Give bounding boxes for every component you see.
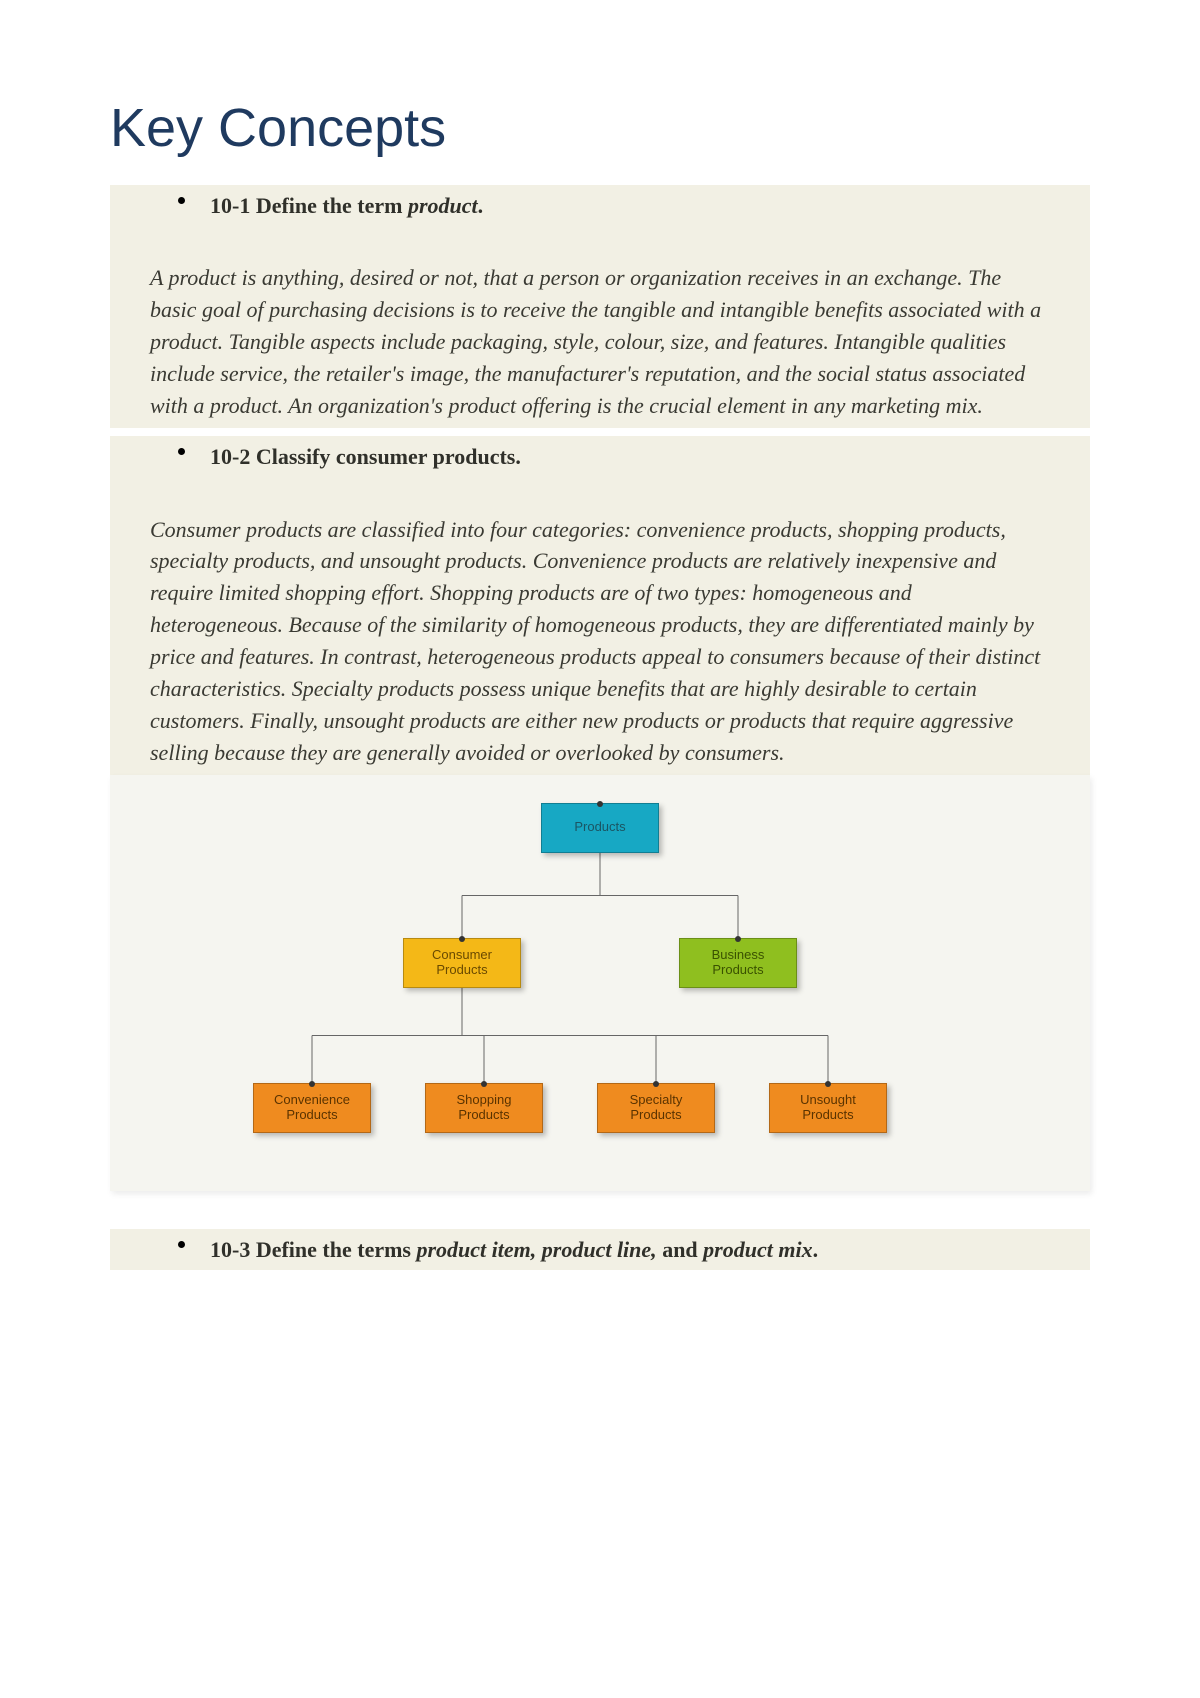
bullet-10-1-em: product [408,193,478,218]
bullet-10-1: 10-1 Define the term product. [110,185,1090,227]
bullet-dot-icon [178,448,185,455]
diagram-node-label: ConvenienceProducts [274,1093,350,1123]
bullet-10-2: 10-2 Classify consumer products. [110,436,1090,478]
diagram-node-consumer: ConsumerProducts [403,938,521,988]
bullet-10-3-text: 10-3 Define the terms product item, prod… [210,1237,818,1262]
node-pin-icon [825,1081,831,1087]
bullet-10-3: 10-3 Define the terms product item, prod… [110,1229,1090,1271]
diagram-node-label: SpecialtyProducts [630,1093,683,1123]
spacer [110,478,1090,508]
spacer [110,226,1090,256]
bullet-10-3-prefix: 10-3 Define the terms [210,1237,417,1262]
bullet-10-3-em1: product item, product line, [417,1237,657,1262]
diagram-node-label: Products [574,820,625,835]
diagram-node-label: ConsumerProducts [432,948,492,978]
node-pin-icon [481,1081,487,1087]
node-pin-icon [597,801,603,807]
diagram-node-shop: ShoppingProducts [425,1083,543,1133]
bullet-dot-icon [178,197,185,204]
bullet-10-2-text: 10-2 Classify consumer products. [210,444,521,469]
page-title: Key Concepts [110,100,1090,157]
node-pin-icon [735,936,741,942]
bullet-block-1: 10-1 Define the term product. A product … [110,185,1090,428]
diagram-node-label: ShoppingProducts [457,1093,512,1123]
node-pin-icon [653,1081,659,1087]
bullet-10-1-text: 10-1 Define the term product. [210,193,483,218]
bullet-10-1-suffix: . [478,193,484,218]
diagram-node-label: UnsoughtProducts [800,1093,856,1123]
product-tree-diagram: Products ConsumerProducts BusinessProducts… [150,793,1050,1173]
node-pin-icon [459,936,465,942]
paragraph-10-1: A product is anything, desired or not, t… [110,256,1090,427]
diagram-node-spec: SpecialtyProducts [597,1083,715,1133]
bullet-10-3-suffix: . [813,1237,819,1262]
bullet-block-2: 10-2 Classify consumer products. Consume… [110,436,1090,775]
diagram-node-label: BusinessProducts [712,948,765,978]
bullet-dot-icon [178,1241,185,1248]
bullet-10-1-prefix: 10-1 Define the term [210,193,408,218]
bullet-10-3-mid: and [657,1237,703,1262]
diagram-node-business: BusinessProducts [679,938,797,988]
diagram-container: Products ConsumerProducts BusinessProducts… [110,775,1090,1191]
document-page: Key Concepts 10-1 Define the term produc… [0,0,1200,1698]
diagram-node-root: Products [541,803,659,853]
diagram-node-unso: UnsoughtProducts [769,1083,887,1133]
node-pin-icon [309,1081,315,1087]
gap [110,1191,1090,1229]
bullet-10-3-em2: product mix [703,1237,812,1262]
bullet-block-3: 10-3 Define the terms product item, prod… [110,1229,1090,1271]
diagram-node-conv: ConvenienceProducts [253,1083,371,1133]
paragraph-10-2: Consumer products are classified into fo… [110,508,1090,775]
